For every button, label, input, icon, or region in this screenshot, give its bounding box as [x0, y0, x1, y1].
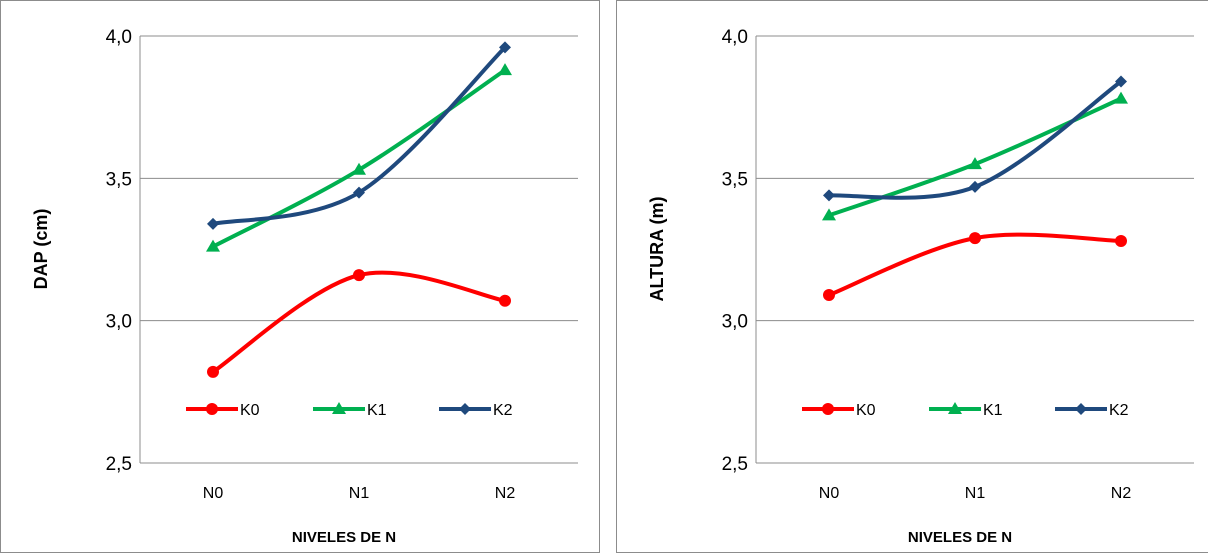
- legend-marker-k0: [206, 403, 218, 415]
- data-point-k0: [969, 232, 981, 245]
- legend-marker-k1: [948, 402, 962, 414]
- y-tick-label: 3,0: [106, 312, 132, 333]
- legend-label-k2: K2: [493, 402, 513, 419]
- data-point-k1: [968, 157, 982, 170]
- y-tick-label: 2,5: [722, 454, 748, 475]
- x-tick-label: N1: [349, 485, 370, 502]
- legend-marker-k2: [459, 403, 471, 415]
- data-point-k2: [353, 186, 365, 199]
- altura-chart: 2,5 3,0 3,5 4,0 N0 N1 N2 K0 K1 K2 ALTURA (m) NIV…: [647, 27, 1194, 546]
- legend-label-k2: K2: [1109, 402, 1129, 419]
- data-point-k2: [207, 217, 219, 230]
- y-tick-label: 3,5: [722, 169, 748, 190]
- y-tick-label: 4,0: [106, 27, 132, 48]
- legend-label-k1: K1: [367, 402, 387, 419]
- y-tick-label: 4,0: [722, 27, 748, 48]
- dap-chart-panel: 2,5 3,0 3,5 4,0 N0 N1 N2 K0 K1 K2 DAP (cm) NIVEL…: [0, 0, 600, 553]
- x-tick-label: N2: [1111, 485, 1132, 502]
- data-point-k1: [498, 63, 512, 76]
- x-tick-label: N0: [203, 485, 224, 502]
- x-tick-label: N1: [965, 485, 986, 502]
- data-point-k0: [207, 365, 219, 378]
- data-point-k1: [206, 239, 220, 252]
- data-point-k2: [499, 41, 511, 54]
- series-line-k0: [211, 270, 507, 374]
- data-point-k0: [499, 294, 511, 307]
- data-point-k1: [822, 208, 836, 221]
- legend-label-k0: K0: [856, 402, 876, 419]
- series-line-k2: [827, 79, 1123, 200]
- legend-marker-k2: [1075, 403, 1087, 415]
- x-axis-label: NIVELES DE N: [908, 529, 1012, 546]
- legend-label-k0: K0: [240, 402, 260, 419]
- y-tick-label: 3,0: [722, 312, 748, 333]
- data-point-k1: [352, 162, 366, 175]
- data-point-k0: [1115, 234, 1127, 247]
- data-point-k2: [1115, 75, 1127, 88]
- data-point-k0: [353, 269, 365, 282]
- x-tick-label: N0: [819, 485, 840, 502]
- y-axis-label: ALTURA (m): [647, 197, 667, 302]
- data-point-k1: [1114, 91, 1128, 104]
- data-point-k2: [823, 189, 835, 202]
- data-point-k0: [823, 289, 835, 302]
- y-tick-label: 2,5: [106, 454, 132, 475]
- altura-chart-panel: 2,5 3,0 3,5 4,0 N0 N1 N2 K0 K1 K2 ALTURA (m) NIV…: [616, 0, 1208, 553]
- legend-label-k1: K1: [983, 402, 1003, 419]
- x-axis-label: NIVELES DE N: [292, 529, 396, 546]
- x-tick-label: N2: [495, 485, 516, 502]
- y-tick-label: 3,5: [106, 169, 132, 190]
- legend-marker-k1: [332, 402, 346, 414]
- dap-chart: 2,5 3,0 3,5 4,0 N0 N1 N2 K0 K1 K2 DAP (cm) NIVEL…: [31, 27, 578, 546]
- legend-marker-k0: [822, 403, 834, 415]
- y-axis-label: DAP (cm): [31, 209, 51, 290]
- data-point-k2: [969, 180, 981, 193]
